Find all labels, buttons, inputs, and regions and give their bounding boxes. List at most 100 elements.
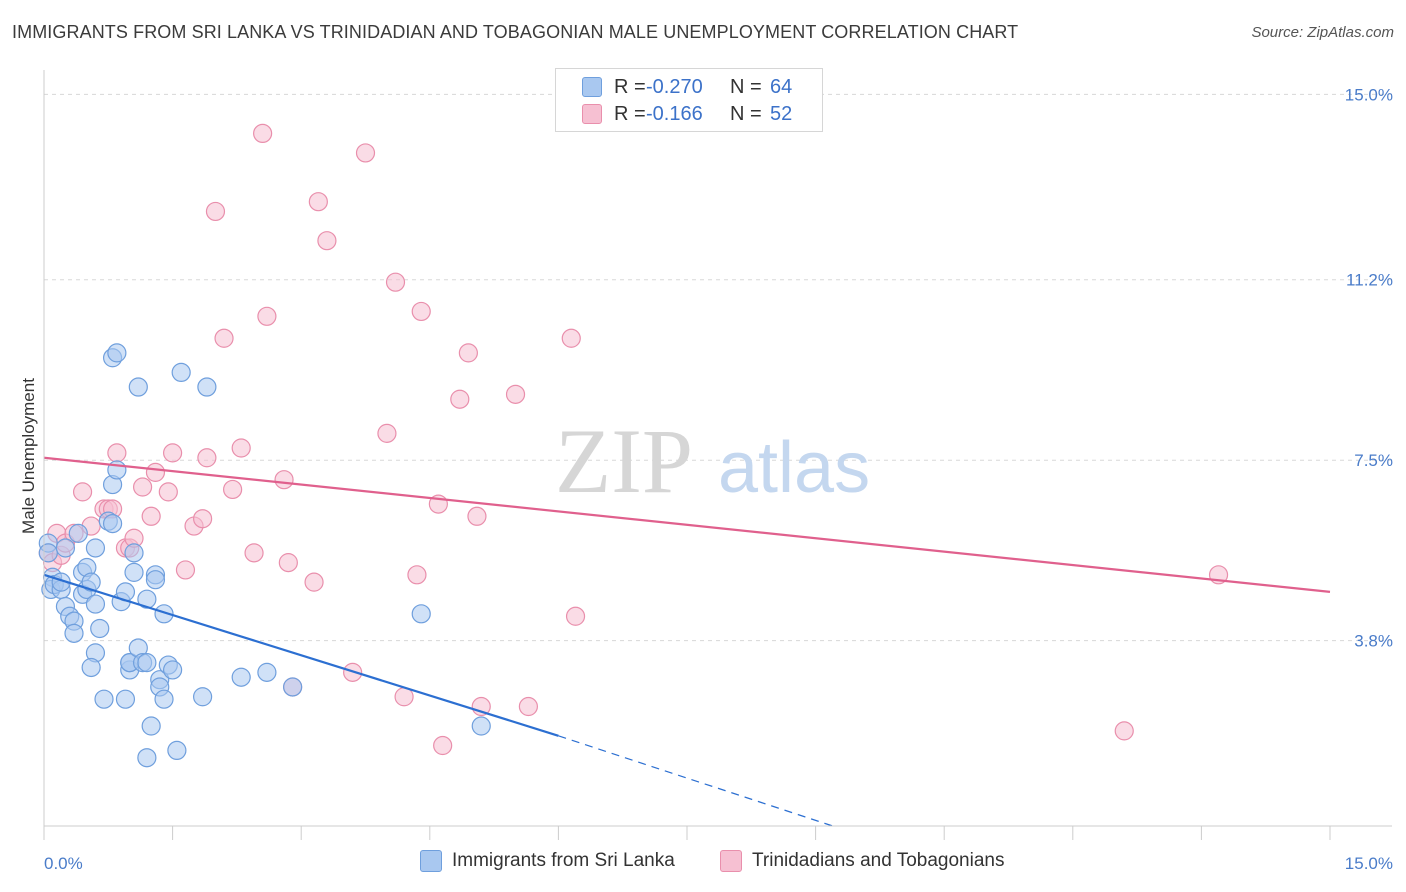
trinidad-point	[411, 301, 431, 322]
pink-series-points	[38, 123, 1229, 756]
trinidad-point	[274, 470, 294, 490]
blue-swatch-icon	[420, 850, 442, 872]
sri-lanka-point	[107, 343, 127, 363]
trinidad-point	[205, 201, 226, 222]
sri-lanka-point	[90, 618, 110, 639]
trinidad-point	[433, 735, 453, 756]
y-tick-label: 11.2%	[1346, 271, 1393, 290]
sri-lanka-point	[137, 748, 157, 768]
sri-lanka-point	[64, 623, 84, 643]
trinidad-point	[565, 606, 586, 626]
sri-lanka-point	[85, 538, 106, 558]
legend-n-label: N =	[730, 102, 762, 125]
sri-lanka-point	[171, 362, 191, 382]
trinidad-point	[385, 272, 406, 292]
trinidad-point	[278, 553, 298, 573]
blue-swatch-icon	[582, 77, 602, 97]
legend-row-blue: R = -0.270 N = 64	[582, 74, 792, 100]
trinidad-point	[450, 389, 470, 409]
trinidad-point	[518, 696, 538, 717]
sri-lanka-point	[85, 594, 106, 614]
sri-lanka-trend-line	[43, 573, 559, 737]
source-label: Source: ZipAtlas.com	[1251, 24, 1394, 41]
watermark-zip: ZIP	[555, 410, 693, 512]
y-tick-label: 15.0%	[1345, 85, 1393, 104]
sri-lanka-point	[94, 689, 114, 709]
trinidad-point	[317, 231, 337, 251]
blue-series-points	[38, 343, 491, 768]
trinidad-point	[304, 572, 324, 592]
axis-layer: 3.8% 7.5% 11.2% 15.0% 0.0% 15.0%	[43, 70, 1393, 873]
sri-lanka-point	[231, 667, 251, 687]
trinidad-point	[377, 423, 397, 443]
sri-lanka-point	[124, 543, 144, 563]
sri-lanka-point	[55, 538, 76, 558]
grid-layer	[44, 93, 1392, 642]
legend-n-value: 64	[770, 75, 793, 98]
trinidad-point	[193, 509, 213, 529]
sri-lanka-point	[115, 689, 136, 709]
sri-lanka-point	[137, 589, 157, 609]
x-tick-label: 0.0%	[44, 854, 83, 873]
trinidad-point	[244, 543, 264, 563]
legend-row-pink: R = -0.166 N = 52	[582, 101, 792, 127]
sri-lanka-trend-extension	[558, 735, 833, 827]
sri-lanka-point	[68, 523, 88, 543]
trinidad-point	[107, 443, 127, 463]
legend-r-label: R =	[614, 102, 646, 125]
legend-series2-label: Trinidadians and Tobagonians	[752, 850, 1005, 871]
chart-title: IMMIGRANTS FROM SRI LANKA VS TRINIDADIAN…	[12, 22, 1019, 42]
sri-lanka-point	[154, 604, 174, 624]
sri-lanka-point	[471, 716, 491, 736]
pink-swatch-icon	[720, 850, 742, 872]
sri-lanka-point	[81, 657, 101, 678]
trinidad-point	[223, 479, 243, 500]
legend-r-label: R =	[614, 75, 646, 98]
trinidad-point	[231, 438, 251, 458]
trinidad-point	[253, 123, 273, 144]
trinidad-point	[458, 343, 478, 363]
sri-lanka-point	[197, 377, 217, 397]
legend-item-trinidad: Trinidadians and Tobagonians	[720, 850, 1004, 872]
series-legend: Immigrants from Sri Lanka Trinidadians a…	[0, 850, 1406, 880]
trinidad-point	[72, 482, 93, 502]
trinidad-point	[257, 306, 277, 326]
sri-lanka-point	[193, 687, 213, 707]
watermark-atlas: atlas	[718, 428, 870, 508]
trinidad-point	[158, 482, 178, 502]
trinidad-point	[561, 328, 581, 348]
sri-lanka-point	[154, 689, 174, 709]
trinidad-point	[355, 143, 376, 163]
sri-lanka-point	[124, 562, 144, 582]
trend-lines	[43, 456, 1331, 827]
sri-lanka-point	[411, 604, 431, 624]
y-tick-label: 3.8%	[1354, 632, 1393, 651]
sri-lanka-point	[167, 740, 187, 761]
sri-lanka-point	[137, 653, 157, 673]
sri-lanka-point	[102, 513, 123, 534]
legend-r-value: -0.166	[646, 102, 703, 125]
trinidad-point	[505, 384, 526, 404]
trinidad-trend-line	[43, 456, 1331, 593]
trinidad-point	[145, 462, 166, 482]
sri-lanka-point	[283, 677, 303, 697]
stats-legend: R = -0.270 N = 64 R = -0.166 N = 52	[555, 68, 823, 132]
legend-r-value: -0.270	[646, 75, 703, 98]
sri-lanka-point	[81, 572, 101, 592]
legend-item-sri-lanka: Immigrants from Sri Lanka	[420, 850, 675, 872]
pink-swatch-icon	[582, 104, 602, 124]
trinidad-point	[163, 443, 183, 463]
sri-lanka-point	[163, 660, 183, 680]
trinidad-point	[175, 560, 196, 580]
legend-series1-label: Immigrants from Sri Lanka	[452, 850, 675, 871]
legend-n-value: 52	[770, 102, 793, 125]
sri-lanka-point	[145, 570, 166, 590]
sri-lanka-point	[141, 716, 161, 736]
sri-lanka-point	[257, 662, 277, 682]
trinidad-point	[407, 565, 427, 585]
trinidad-point	[308, 192, 328, 212]
legend-n-label: N =	[730, 75, 762, 98]
y-tick-label: 7.5%	[1354, 451, 1393, 470]
trinidad-point	[197, 448, 217, 468]
